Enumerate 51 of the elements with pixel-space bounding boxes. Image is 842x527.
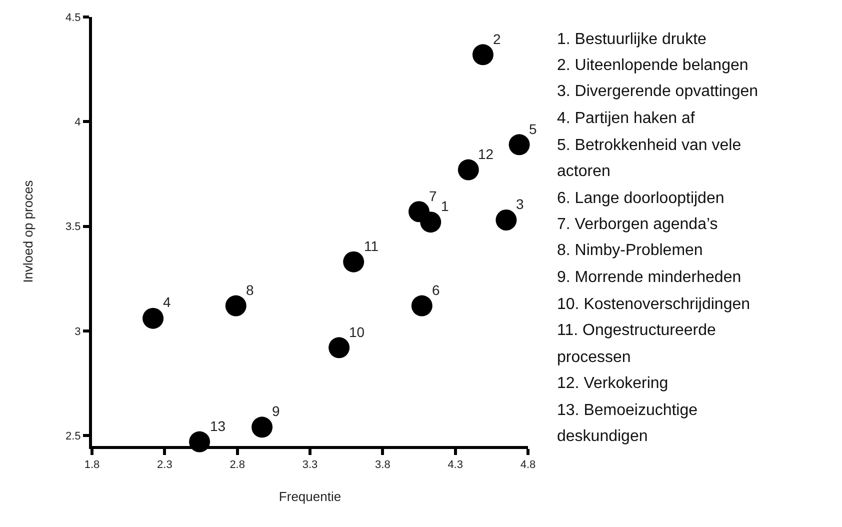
point — [508, 134, 530, 156]
annotation: 8 — [246, 282, 254, 298]
point — [408, 201, 430, 222]
y-tick-label: 3 — [74, 326, 81, 338]
annotation: 9 — [272, 403, 280, 419]
text: 8. Nimby-Problemen — [557, 242, 703, 259]
text: 7. Verborgen agenda’s — [557, 216, 718, 233]
point — [496, 209, 517, 230]
text: 1. Bestuurlijke drukte — [557, 31, 707, 48]
y-tick-label: 2.5 — [66, 430, 81, 442]
annotation: 2 — [493, 31, 501, 47]
x-tick-label: 4.3 — [448, 459, 463, 472]
text: 4. Partijen haken af — [557, 110, 696, 127]
x-axis-title: Frequentie — [278, 488, 342, 504]
text: 12. Verkokering — [557, 375, 668, 392]
y-axis-title: Invloed op proces — [20, 180, 36, 283]
annotation: 12 — [478, 146, 494, 162]
annotation: 3 — [516, 196, 524, 212]
annotation: 13 — [210, 418, 226, 434]
y-tick-label: 4.5 — [66, 12, 81, 24]
annotation: 6 — [432, 282, 440, 298]
point — [458, 159, 479, 180]
annotation: 7 — [429, 188, 437, 204]
x-tick-label: 3.3 — [302, 459, 318, 472]
point — [328, 337, 350, 358]
text: 5. Betrokkenheid van vele actoren — [557, 137, 742, 180]
point — [142, 308, 164, 329]
y-tick-label: 4 — [74, 116, 81, 128]
x-tick-label: 1.8 — [84, 459, 100, 472]
x-tick-label: 3.8 — [375, 459, 390, 472]
x-tick-label: 2.8 — [230, 459, 245, 472]
annotation: 1 — [441, 198, 449, 214]
annotation: 10 — [349, 324, 365, 340]
x-tick-label: 2.3 — [157, 459, 172, 472]
text: 2. Uiteenlopende belangen — [557, 57, 748, 74]
text: 13. Bemoeizuchtige deskundigen — [557, 402, 698, 445]
text: 3. Divergerende opvattingen — [557, 83, 758, 100]
point — [472, 44, 494, 66]
point — [343, 251, 364, 272]
y-tick-label: 3.5 — [66, 221, 81, 234]
text: 9. Morrende minderheden — [557, 269, 742, 286]
text: 11. Ongestructureerde processen — [557, 322, 716, 366]
text: 10. Kostenoverschrijdingen — [557, 296, 750, 313]
annotation: 11 — [364, 238, 379, 254]
point — [252, 416, 273, 438]
annotation: 4 — [163, 294, 171, 310]
text: 6. Lange doorlooptijden — [557, 190, 724, 207]
annotation: 5 — [529, 121, 537, 137]
point — [411, 295, 432, 316]
x-tick-label: 4.8 — [520, 459, 536, 472]
point — [225, 295, 246, 316]
